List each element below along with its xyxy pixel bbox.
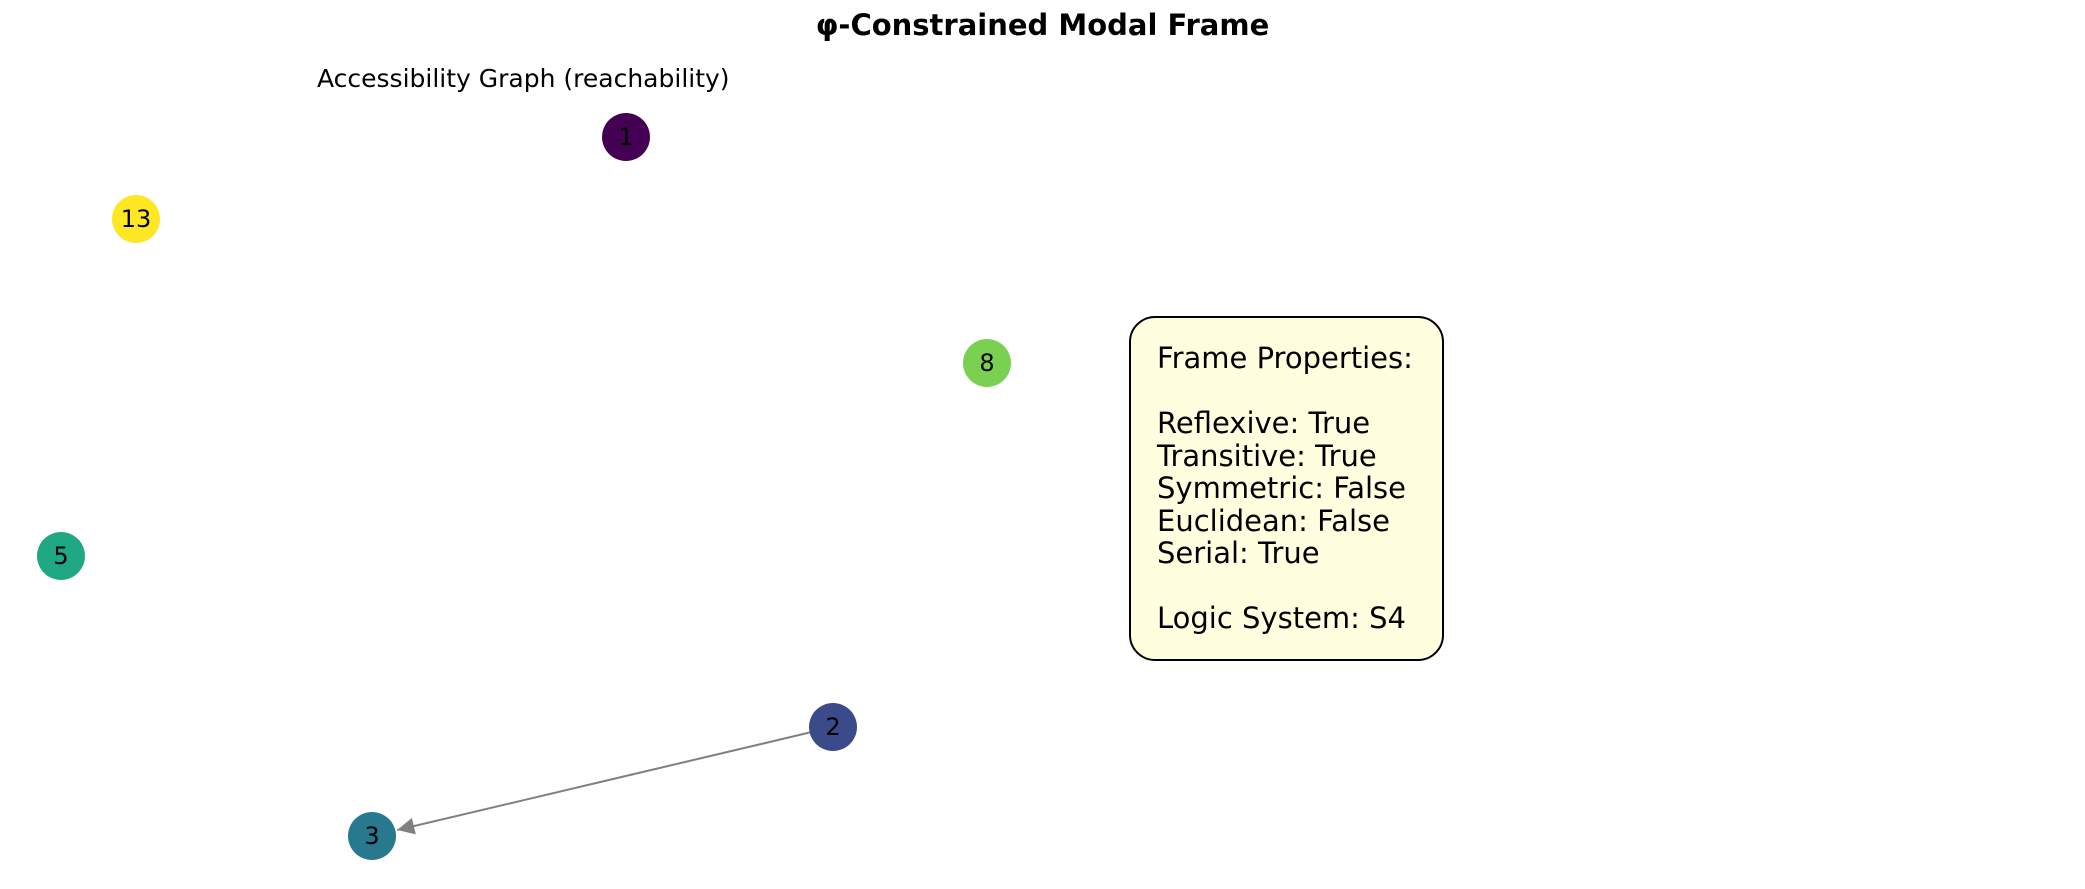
node-label-2: 2 bbox=[825, 713, 840, 741]
graph-subtitle: Accessibility Graph (reachability) bbox=[317, 64, 730, 93]
node-label-13: 13 bbox=[121, 205, 152, 233]
node-circle-8 bbox=[963, 339, 1011, 387]
node-label-3: 3 bbox=[364, 822, 379, 850]
logic-system: Logic System: S4 bbox=[1157, 601, 1407, 635]
node-circle-2 bbox=[809, 703, 857, 751]
node-5: 5 bbox=[37, 532, 85, 580]
node-circle-1 bbox=[602, 113, 650, 161]
node-circle-5 bbox=[37, 532, 85, 580]
node-label-5: 5 bbox=[53, 542, 68, 570]
reflexive-property: Reflexive: True bbox=[1157, 406, 1371, 440]
frame-properties-box: Frame Properties: Reflexive: True Transi… bbox=[1129, 316, 1444, 661]
node-1: 1 bbox=[602, 113, 650, 161]
node-8: 8 bbox=[963, 339, 1011, 387]
node-2: 2 bbox=[809, 703, 857, 751]
symmetric-property: Symmetric: False bbox=[1157, 471, 1406, 505]
node-circle-13 bbox=[112, 195, 160, 243]
node-label-1: 1 bbox=[618, 123, 633, 151]
node-label-8: 8 bbox=[979, 349, 994, 377]
edges-layer bbox=[397, 731, 810, 835]
transitive-property: Transitive: True bbox=[1157, 438, 1377, 473]
serial-property: Serial: True bbox=[1157, 536, 1320, 570]
figure-title: φ-Constrained Modal Frame bbox=[815, 8, 1270, 42]
node-circle-3 bbox=[348, 812, 396, 860]
edge-2-3 bbox=[397, 731, 810, 835]
nodes-layer: 1 2 3 5 8 13 bbox=[37, 113, 1011, 860]
node-13: 13 bbox=[112, 195, 160, 243]
euclidean-property: Euclidean: False bbox=[1157, 503, 1390, 538]
node-3: 3 bbox=[348, 812, 396, 860]
properties-heading: Frame Properties: bbox=[1157, 341, 1413, 375]
